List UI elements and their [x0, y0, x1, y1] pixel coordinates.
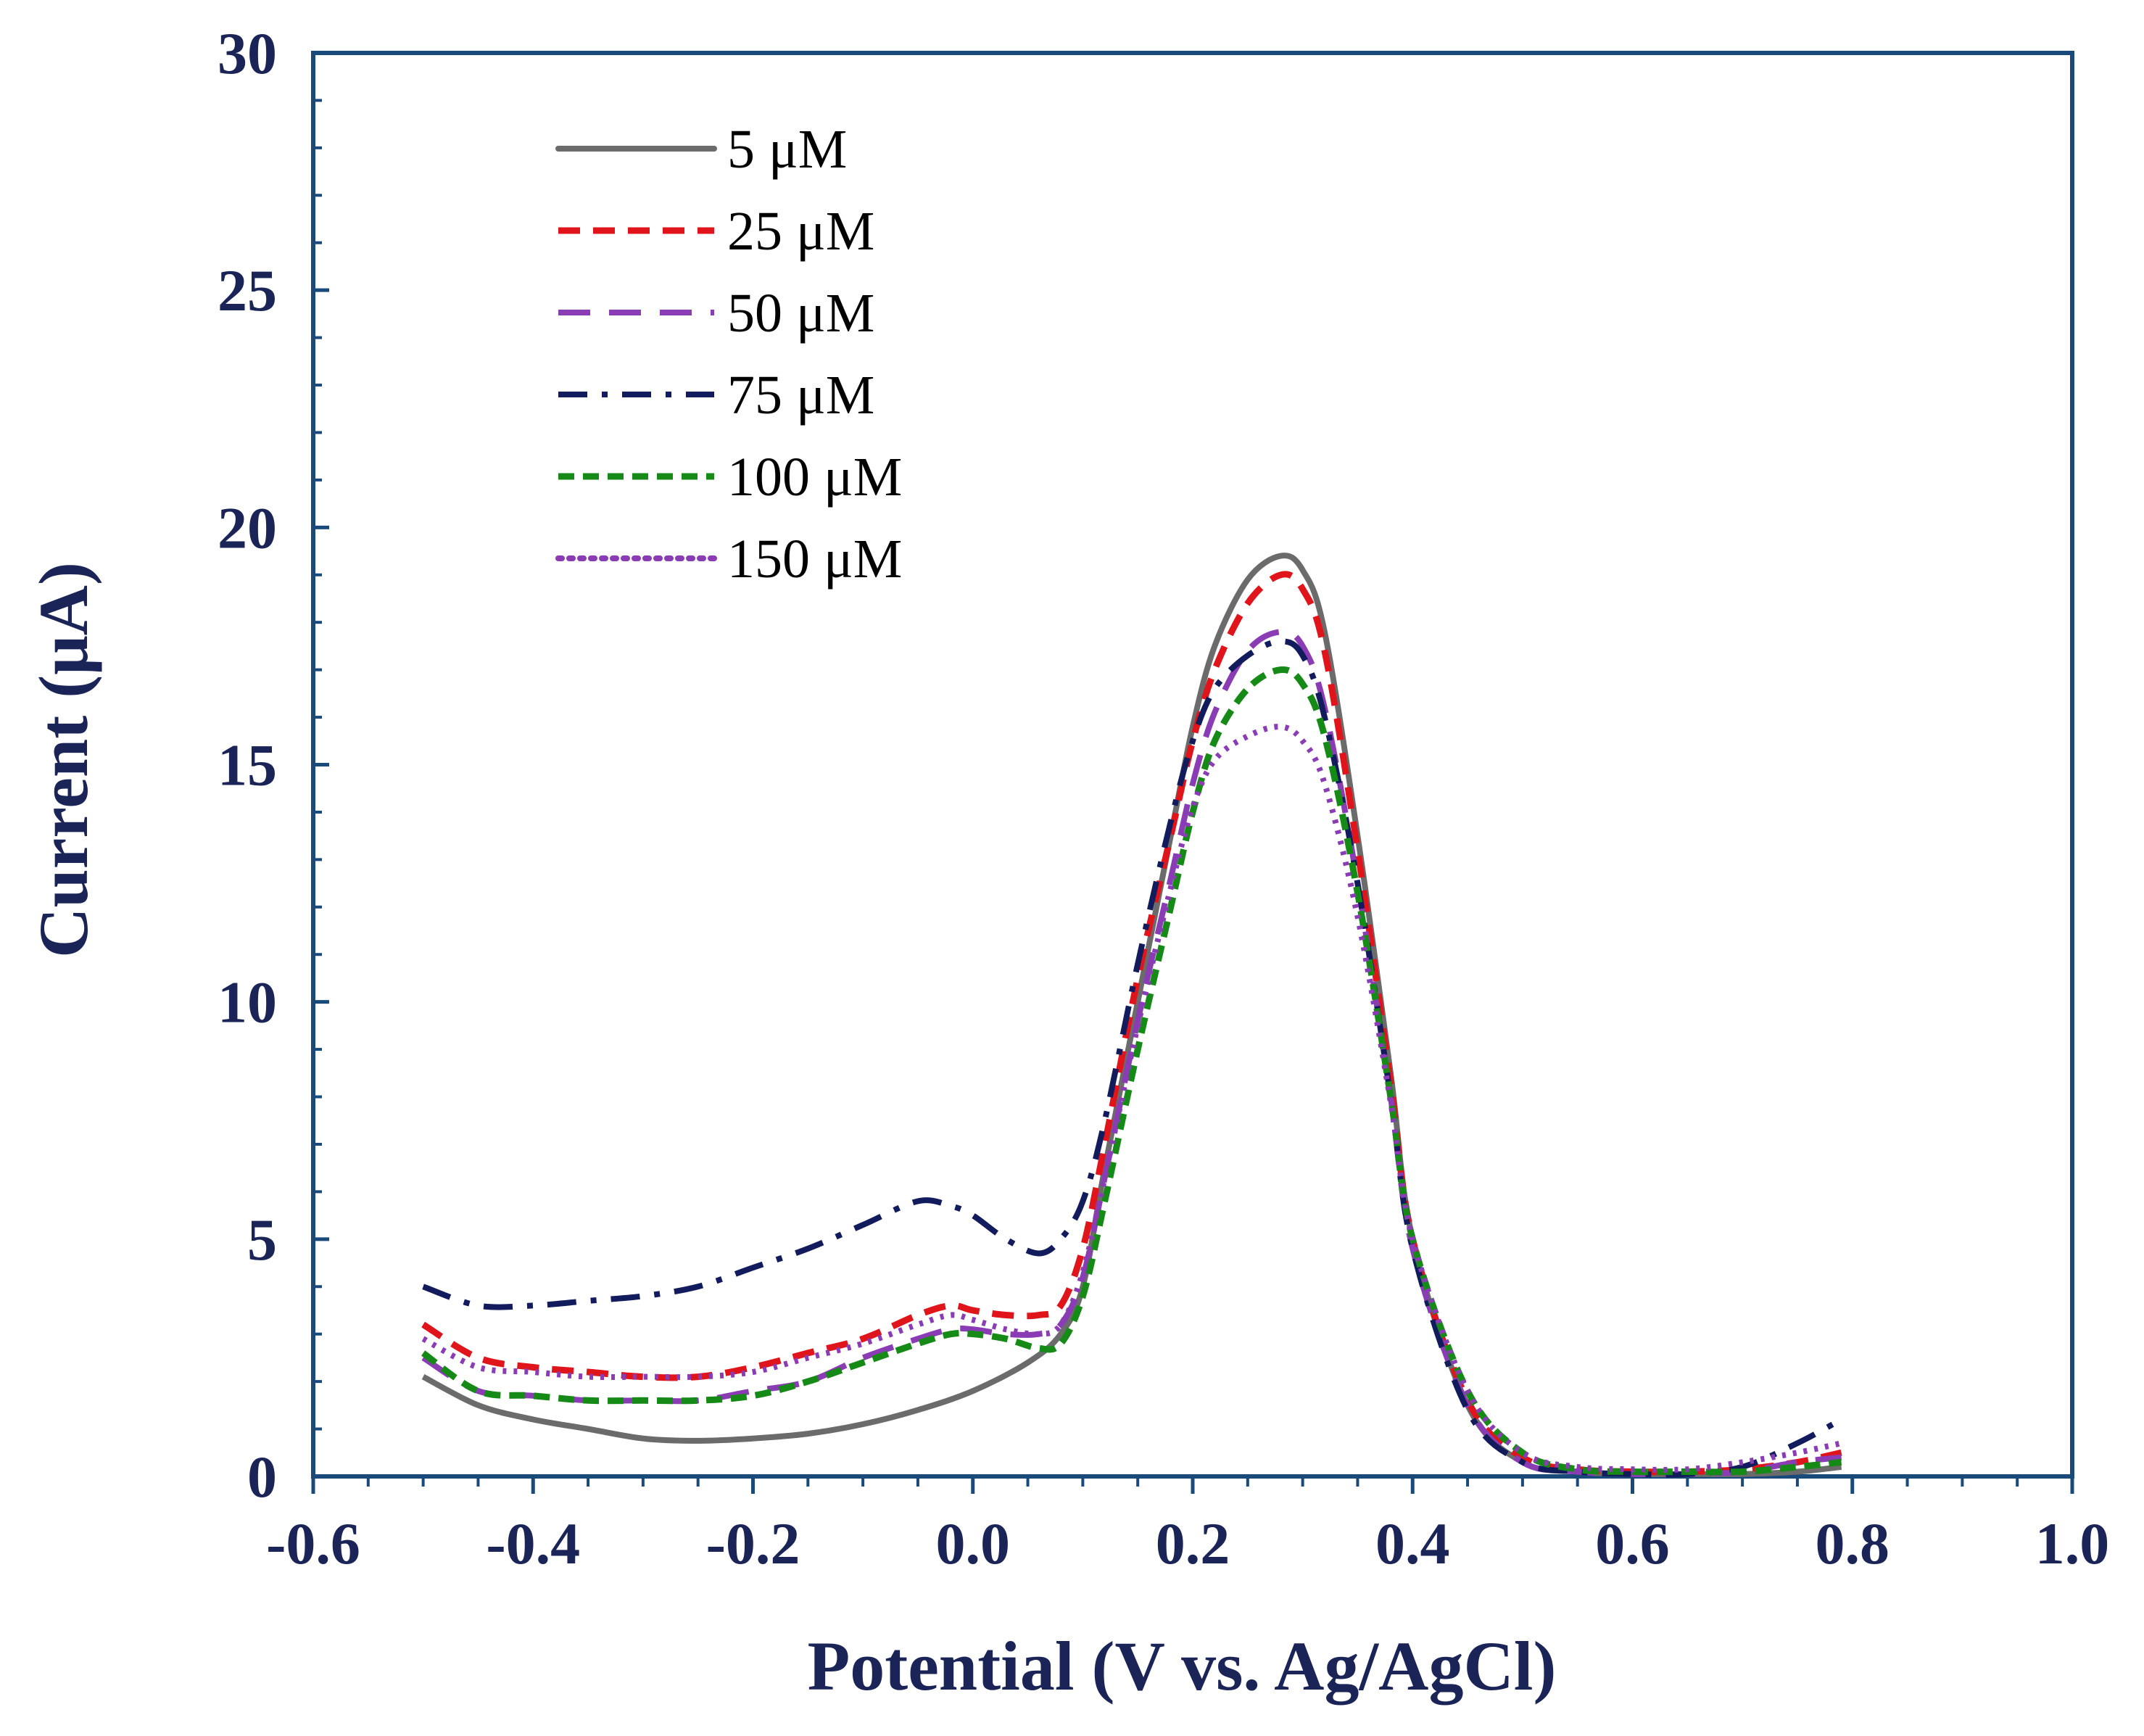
x-tick-label: 0.4 — [1375, 1510, 1450, 1576]
legend-label: 75 μM — [727, 365, 874, 426]
series-lines — [421, 553, 1843, 1478]
series-line-100-m — [421, 666, 1842, 1476]
legend: 5 μM 25 μM 50 μM 75 μM 100 μM 150 μM — [555, 119, 902, 590]
legend-label: 5 μM — [727, 119, 847, 180]
y-tick-label: 30 — [218, 20, 277, 86]
series-line-150-m — [421, 724, 1842, 1473]
axes: 0 5 10 15 20 25 30 -0.6 -0.4 -0.2 0.0 0.2 0.4 0.6 0.8 1… — [218, 20, 2109, 1576]
y-tick-label: 10 — [218, 970, 277, 1036]
x-tick-label: 0.6 — [1595, 1510, 1670, 1576]
legend-label: 100 μM — [727, 447, 902, 508]
series-line-25-m — [421, 571, 1842, 1476]
legend-label: 25 μM — [727, 201, 874, 262]
y-tick-label: 25 — [218, 257, 277, 323]
x-tick-label: 0.8 — [1816, 1510, 1890, 1576]
x-tick-label: -0.6 — [266, 1510, 360, 1576]
x-tick-label: 0.2 — [1156, 1510, 1230, 1576]
y-axis-title: Current (μA) — [25, 562, 102, 958]
y-tick-label: 0 — [247, 1444, 277, 1510]
legend-label: 50 μM — [727, 283, 874, 344]
plot-frame — [311, 51, 2074, 1479]
series-line-5-m — [421, 553, 1842, 1477]
x-tick-label: 1.0 — [2035, 1510, 2110, 1576]
y-tick-label: 20 — [218, 495, 277, 561]
legend-label: 150 μM — [727, 529, 902, 590]
y-tick-label: 15 — [218, 732, 277, 798]
x-axis-title: Potential (V vs. Ag/AgCl) — [808, 1627, 1557, 1705]
x-tick-label: 0.0 — [936, 1510, 1011, 1576]
x-tick-label: -0.4 — [486, 1510, 580, 1576]
series-line-50-m — [421, 629, 1842, 1478]
series-line-75-m — [422, 638, 1843, 1478]
y-tick-label: 5 — [247, 1207, 277, 1273]
x-tick-label: -0.2 — [706, 1510, 800, 1576]
